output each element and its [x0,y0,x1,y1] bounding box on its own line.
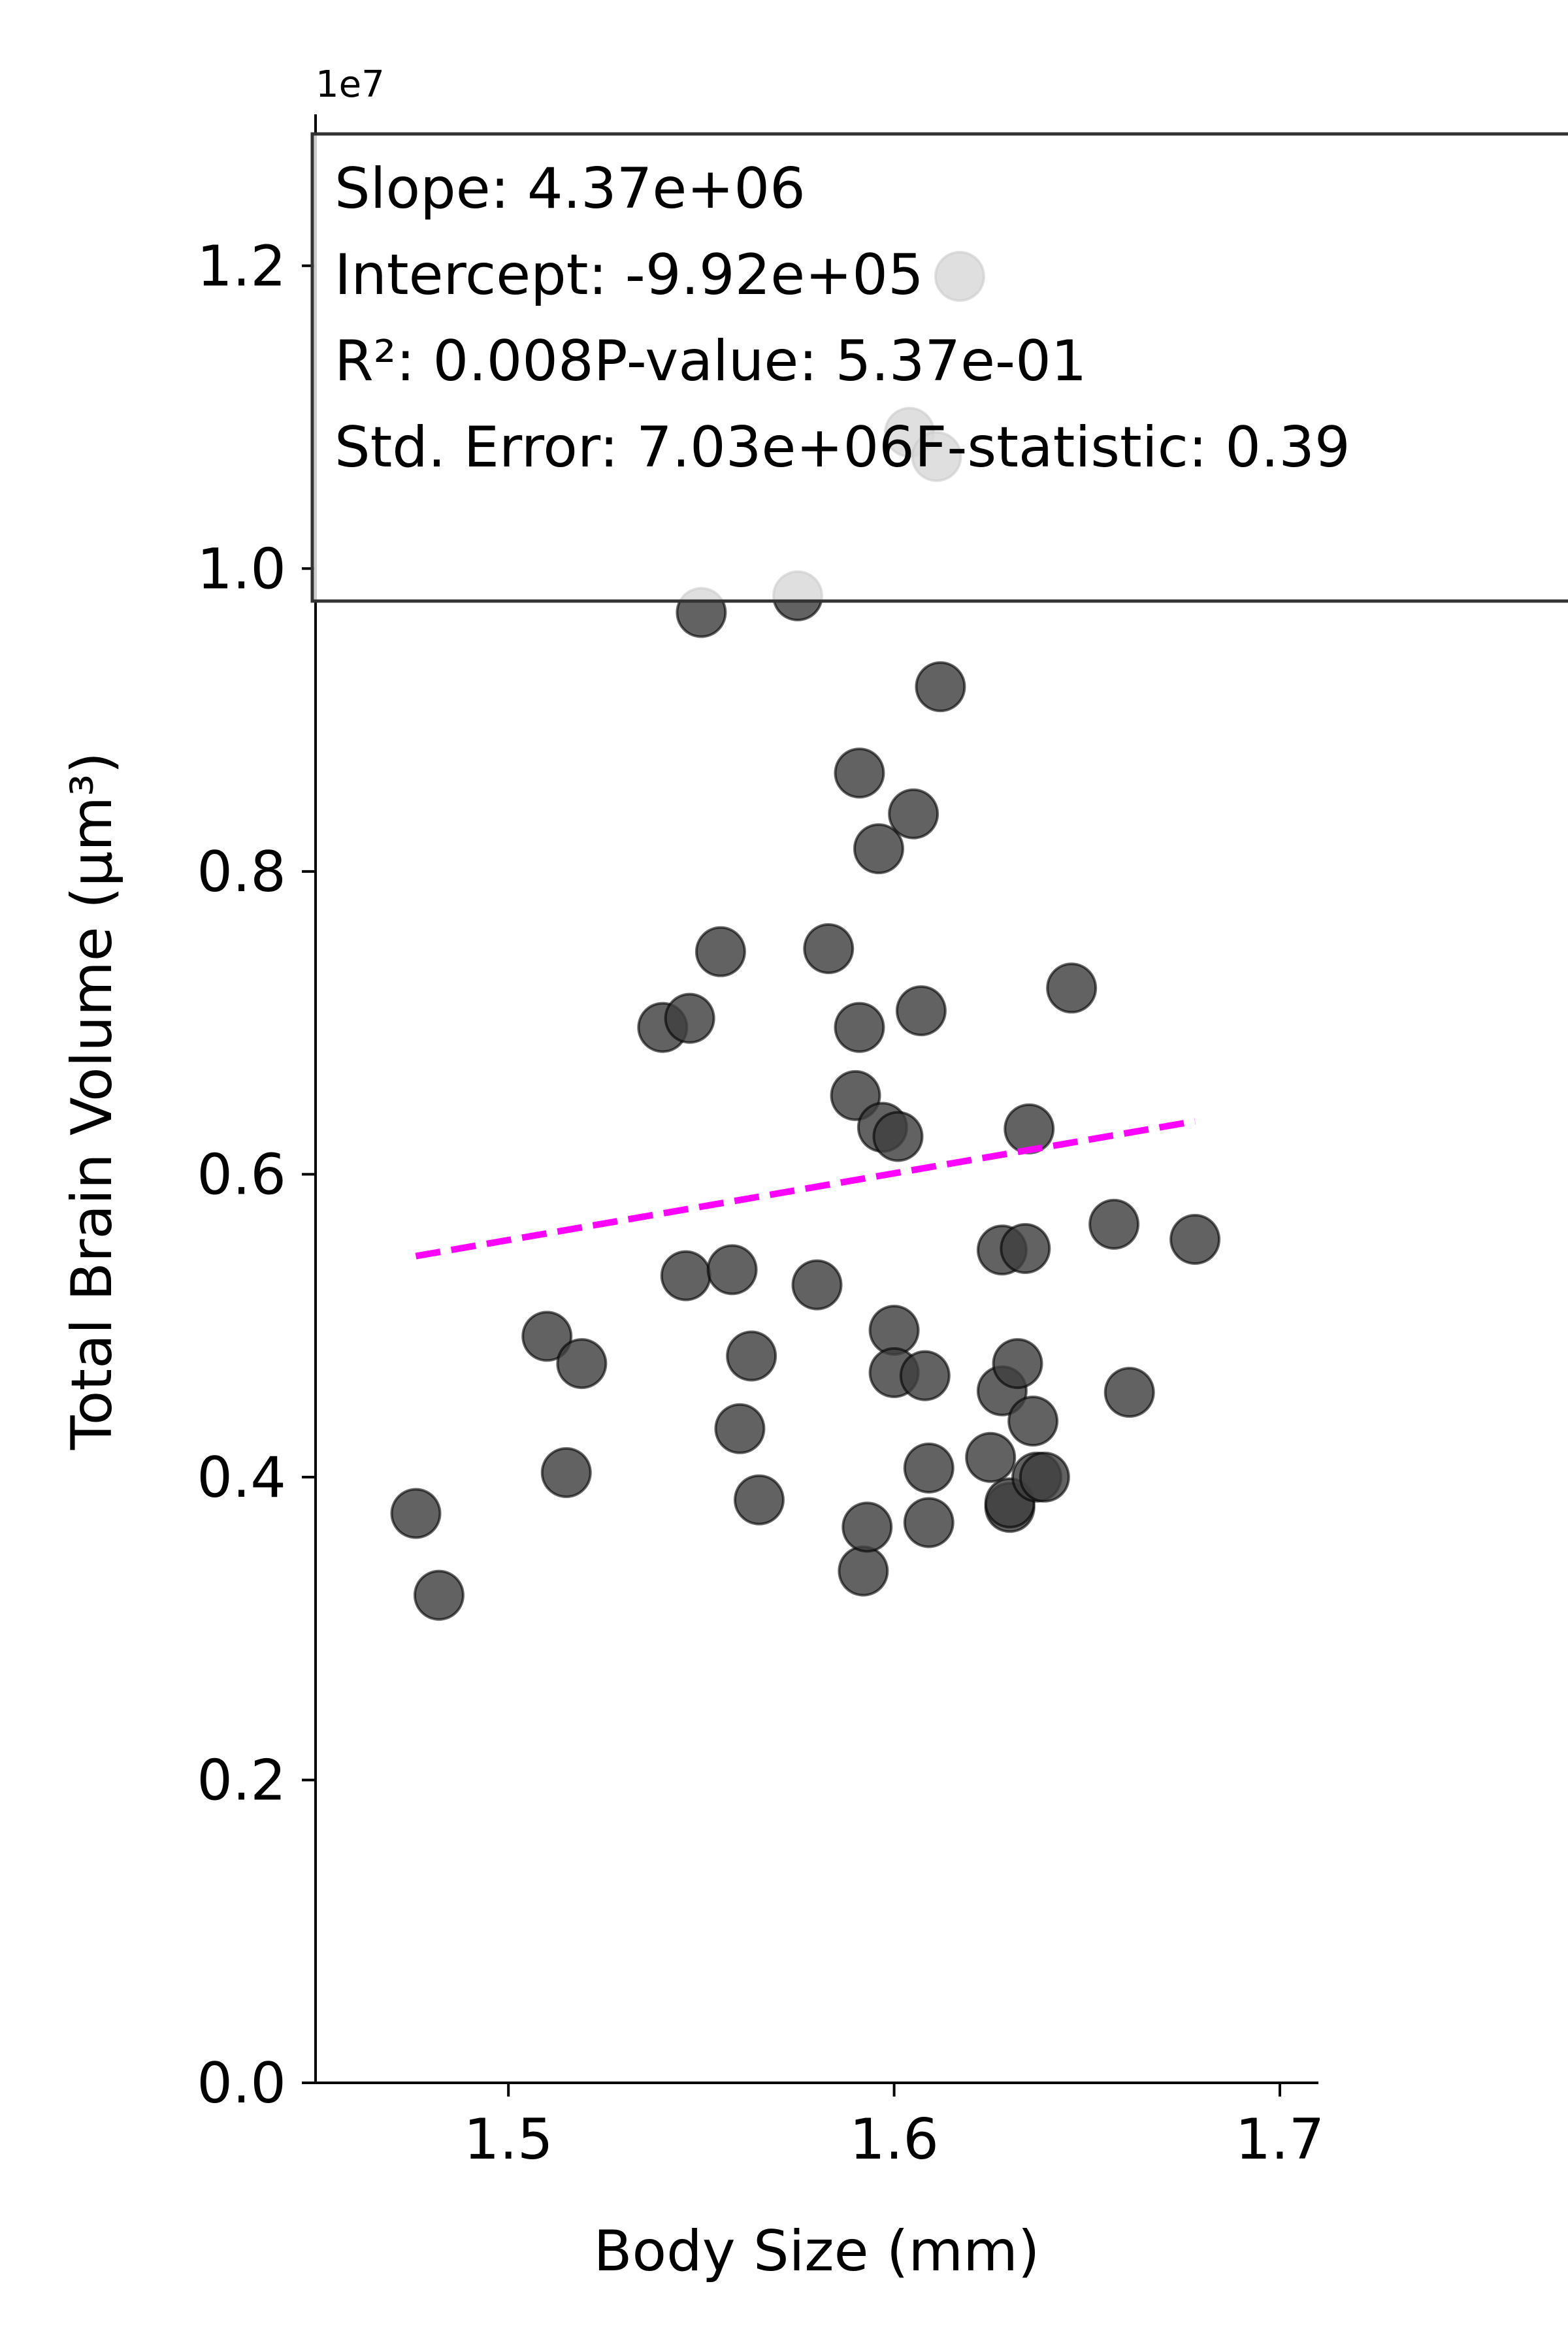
data-point [903,1443,955,1494]
data-point [1019,1451,1070,1503]
data-point [853,823,904,875]
data-point [1046,962,1098,1014]
y-axis-label: Total Brain Volume (µm³) [59,752,125,1450]
y-tick-label: 0.2 [197,1748,286,1813]
y-tick-label: 1.0 [197,536,286,602]
data-point [895,985,947,1037]
data-point [903,1497,955,1548]
stats-line-stderr-fstat: Std. Error: 7.03e+06F-statistic: 0.39 [335,415,1350,480]
data-point [872,1111,924,1162]
data-point [899,1350,951,1401]
y-tick-label: 0.8 [197,840,286,905]
data-point [1169,1214,1221,1266]
data-point [706,1244,758,1296]
data-point [1007,1396,1059,1447]
data-point [915,661,966,713]
x-axis-label: Body Size (mm) [594,2219,1040,2284]
stats-line-r2-pvalue: R²: 0.008P-value: 5.37e-01 [335,329,1087,394]
stats-box-frame [310,132,1568,603]
stats-box: Slope: 4.37e+06 Intercept: -9.92e+05 R²:… [310,132,1568,603]
data-point [390,1488,442,1539]
data-point [803,923,855,975]
data-point [413,1569,465,1621]
data-point [992,1338,1043,1390]
data-points [390,250,1221,1621]
y-tick-label: 0.0 [197,2051,286,2116]
regression-line-path [415,1118,1196,1260]
y-tick-label: 0.6 [197,1142,286,1207]
y-axis-ticks: 0.0 0.2 0.4 0.6 0.8 1.0 1.2 [197,234,316,2116]
data-point [1004,1103,1055,1154]
stats-line-intercept: Intercept: -9.92e+05 [335,242,924,308]
data-point [834,747,885,799]
data-point [714,1403,766,1454]
data-point [1103,1367,1155,1418]
x-tick-label: 1.7 [1235,2107,1325,2172]
x-tick-label: 1.5 [464,2107,553,2172]
data-point [726,1330,777,1382]
stats-line-slope: Slope: 4.37e+06 [335,156,806,221]
x-tick-label: 1.6 [849,2107,939,2172]
y-tick-label: 0.4 [197,1445,286,1511]
data-point [791,1259,843,1311]
data-point [1088,1198,1140,1250]
data-point [838,1545,889,1597]
data-point [694,926,746,977]
data-point [521,1311,573,1362]
data-point [965,1431,1017,1483]
data-point [556,1338,608,1390]
data-point [888,788,939,840]
data-point [660,1250,711,1301]
y-offset-label: 1e7 [316,63,385,106]
y-tick-label: 1.2 [197,234,286,299]
x-axis-ticks: 1.5 1.6 1.7 [464,2083,1325,2172]
data-point [841,1501,893,1553]
data-point [1000,1222,1051,1274]
data-point [664,992,715,1044]
regression-line [415,1118,1196,1260]
data-point [834,1002,885,1053]
data-point [540,1446,592,1498]
data-point [733,1474,785,1526]
